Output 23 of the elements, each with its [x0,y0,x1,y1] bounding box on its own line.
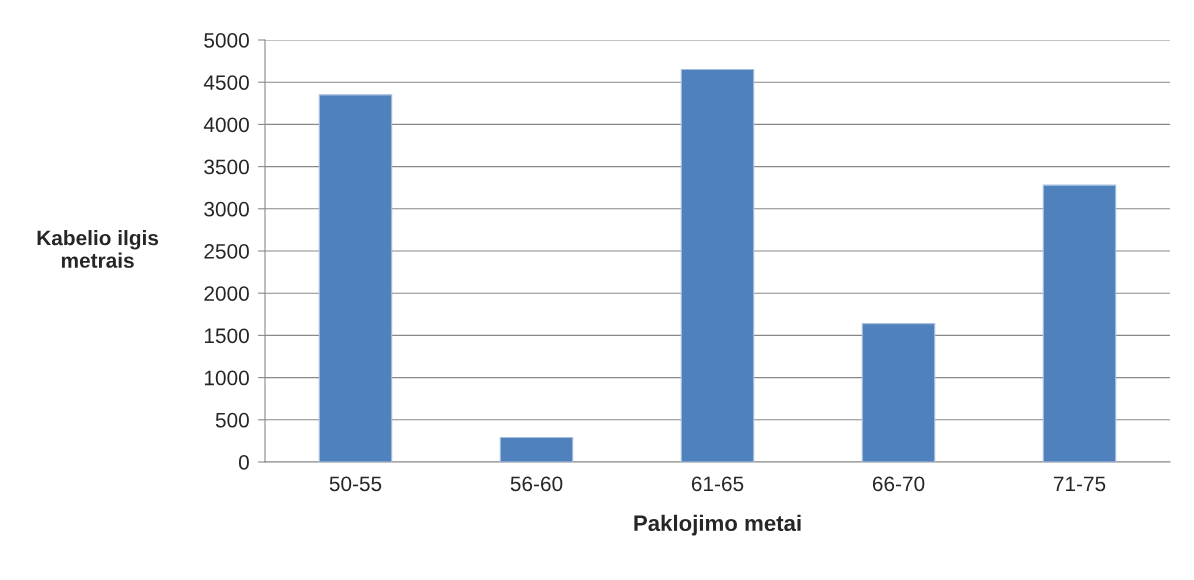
x-tick-label: 71-75 [1053,476,1106,492]
bar [861,323,936,462]
x-axis-title: Paklojimo metai [634,514,801,536]
y-axis-title: Kabelio ilgis metrais [37,230,159,268]
y-tick-label: 2500 [204,244,249,259]
y-tick-label: 0 [238,455,249,470]
x-tick-label: 61-65 [691,476,744,492]
y-tick-label: 1500 [204,328,249,344]
bar [1042,184,1117,462]
y-tick-label: 2000 [204,286,249,301]
y-tick-label: 500 [215,412,249,428]
y-tick-label: 4000 [203,117,249,133]
y-tick-label: 3500 [204,159,249,175]
y-tick-label: 5000 [204,33,249,48]
x-tick-label: 50-55 [329,476,382,492]
y-tick-label: 3000 [204,201,249,217]
bar [680,68,755,462]
y-tick-label: 4500 [203,75,249,90]
x-tick-label: 66-70 [872,476,925,492]
bar [499,436,574,462]
y-tick-label: 1000 [204,370,249,386]
bar [318,94,393,462]
x-tick-label: 56-60 [510,476,563,492]
